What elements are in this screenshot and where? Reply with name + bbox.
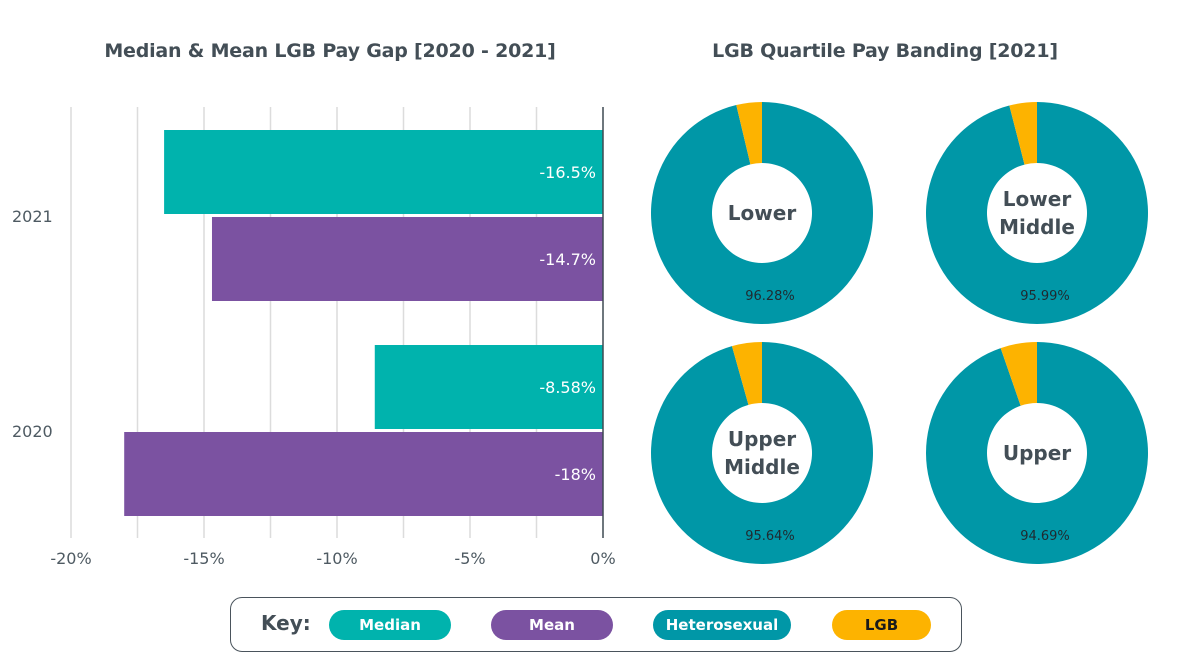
donut-center-label: Lower [728,201,797,225]
donut-value-label: 95.64% [745,529,795,544]
donut-lower-middle: Lower Middle 95.99% [926,102,1148,324]
slice-heterosexual [926,342,1148,564]
legend-heterosexual: Heterosexual [653,610,791,640]
bar-value-label: -14.7% [539,250,596,269]
bar-median-2020 [374,345,603,429]
donut-value-label: 96.28% [745,289,795,304]
slice-lgb [731,342,762,405]
bar-value-label: -8.58% [539,378,596,397]
donut-center-label: Upper [728,427,796,451]
donut-center-label: Middle [724,455,800,479]
slice-heterosexual [651,102,873,324]
bar-chart-title: Median & Mean LGB Pay Gap [2020 - 2021] [104,40,556,62]
x-tick-label: -15% [183,549,224,568]
bar-median-2021 [164,130,603,214]
bar-value-label: -16.5% [539,163,596,182]
bar-value-label: -18% [555,465,596,484]
legend-median: Median [329,610,451,640]
legend-key: Key: Median Mean Heterosexual LGB [230,597,962,652]
slice-lgb [1009,102,1037,165]
x-tick-label: -5% [454,549,485,568]
pie-chart-title: LGB Quartile Pay Banding [2021] [712,40,1058,62]
slice-lgb [736,102,762,165]
donut-value-label: 95.99% [1020,289,1070,304]
bar-mean-2021 [211,217,604,301]
bar-mean-2020 [124,432,603,516]
y-tick-label: 2020 [12,422,53,441]
donut-lower: Lower 96.28% [651,102,873,324]
y-tick-label: 2021 [12,207,53,226]
donut-upper-middle: Upper Middle 95.64% [651,342,873,564]
pay-gap-bar-chart: -16.5% -14.7% 2021 -8.58% -18% 2020 -20% -15% -… [12,107,616,568]
x-tick-label: 0% [590,549,615,568]
donut-center-label: Upper [1003,441,1071,465]
key-label: Key: [261,611,311,635]
donut-center-label: Lower [1003,187,1072,211]
slice-lgb [1000,342,1037,406]
legend-mean: Mean [491,610,613,640]
slice-heterosexual [926,102,1148,324]
donut-upper: Upper 94.69% [926,342,1148,564]
slice-heterosexual [651,342,873,564]
x-tick-label: -10% [316,549,357,568]
donut-value-label: 94.69% [1020,529,1070,544]
legend-lgb: LGB [832,610,931,640]
x-tick-label: -20% [50,549,91,568]
quartile-donut-charts: Lower 96.28% Lower Middle 95.99% Upper Middle 9… [651,102,1148,564]
donut-center-label: Middle [999,215,1075,239]
